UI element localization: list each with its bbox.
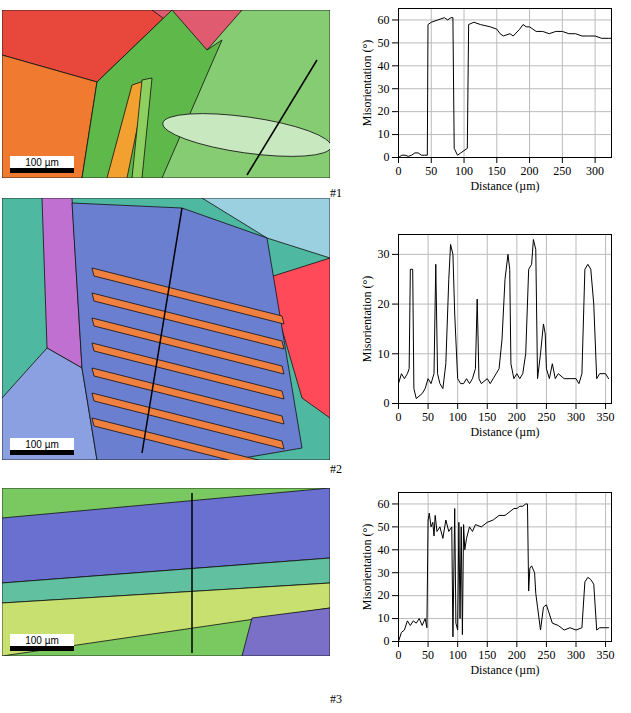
svg-text:50: 50 [422,648,434,662]
svg-text:0: 0 [396,410,402,424]
svg-text:60: 60 [378,13,390,27]
svg-text:40: 40 [378,59,390,73]
svg-text:250: 250 [553,164,571,178]
svg-text:30: 30 [378,247,390,261]
html-text:#1: #1 [330,186,342,200]
svg-text:150: 150 [478,648,496,662]
svg-text:10: 10 [378,127,390,141]
svg-text:200: 200 [521,164,539,178]
html-text:#2: #2 [330,462,342,476]
svg-text:0: 0 [384,396,390,410]
svg-text:Distance (µm): Distance (µm) [470,425,539,439]
svg-text:20: 20 [378,104,390,118]
svg-text:60: 60 [378,497,390,511]
svg-text:Misorientation (°): Misorientation (°) [360,276,374,362]
svg-text:Distance (µm): Distance (µm) [470,663,539,677]
svg-text:350: 350 [597,648,615,662]
svg-text:250: 250 [537,410,555,424]
svg-text:10: 10 [378,347,390,361]
html-text:#3: #3 [330,692,342,706]
svg-text:200: 200 [508,410,526,424]
svg-text:100 µm: 100 µm [25,635,59,646]
svg-text:50: 50 [422,410,434,424]
svg-text:100 µm: 100 µm [25,439,59,450]
svg-text:50: 50 [378,36,390,50]
svg-text:0: 0 [396,648,402,662]
svg-text:250: 250 [537,648,555,662]
svg-text:20: 20 [378,297,390,311]
svg-text:0: 0 [396,164,402,178]
svg-text:Distance (µm): Distance (µm) [470,179,539,193]
svg-text:50: 50 [378,520,390,534]
svg-text:350: 350 [597,410,615,424]
svg-text:300: 300 [567,648,585,662]
svg-text:300: 300 [586,164,604,178]
svg-text:20: 20 [378,588,390,602]
svg-text:30: 30 [378,82,390,96]
svg-text:10: 10 [378,611,390,625]
svg-text:Misorientation (°): Misorientation (°) [360,40,374,126]
svg-text:50: 50 [425,164,437,178]
svg-text:200: 200 [508,648,526,662]
svg-text:Misorientation (°): Misorientation (°) [360,524,374,610]
svg-text:30: 30 [378,566,390,580]
svg-text:150: 150 [488,164,506,178]
svg-text:100: 100 [449,648,467,662]
svg-text:300: 300 [567,410,585,424]
svg-text:0: 0 [384,150,390,164]
svg-text:100: 100 [449,410,467,424]
svg-text:40: 40 [378,543,390,557]
svg-text:0: 0 [384,634,390,648]
svg-text:100: 100 [455,164,473,178]
svg-text:100 µm: 100 µm [25,157,59,168]
svg-text:150: 150 [478,410,496,424]
